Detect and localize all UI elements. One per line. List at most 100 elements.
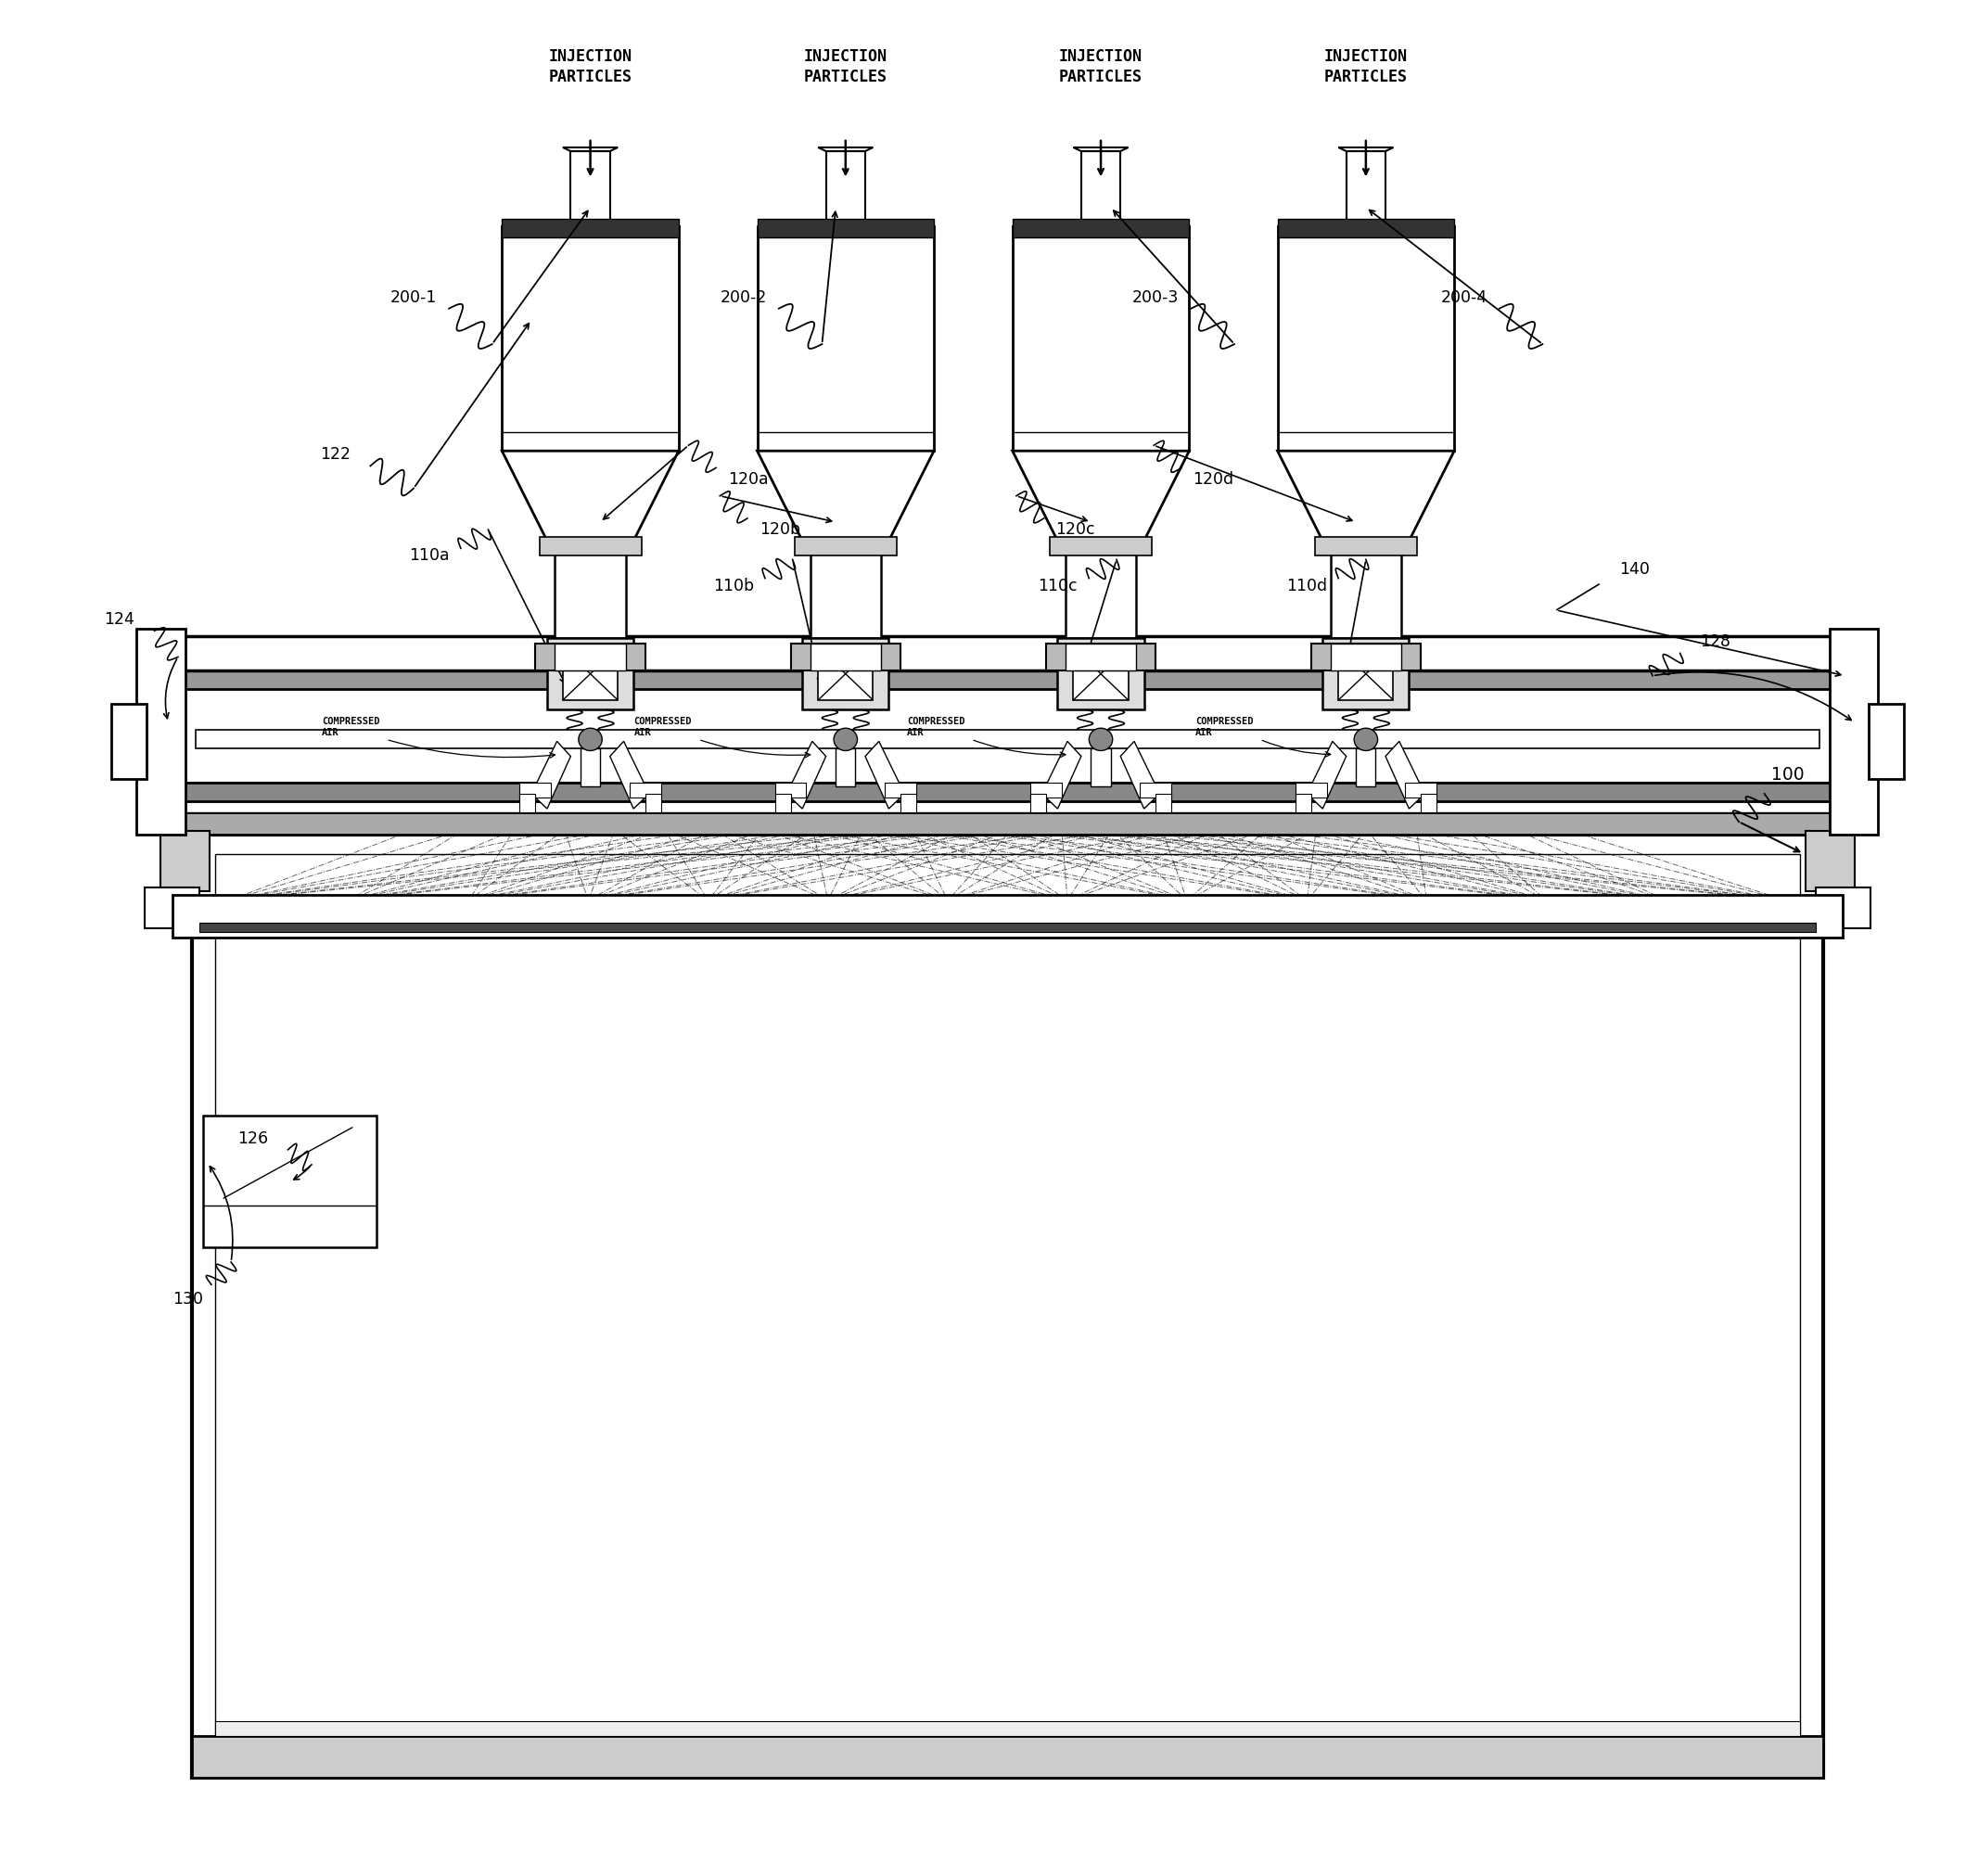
Bar — [501, 219, 678, 238]
Bar — [539, 537, 641, 555]
Bar — [1156, 794, 1172, 812]
Bar — [826, 152, 865, 223]
Text: INJECTION
PARTICLES: INJECTION PARTICLES — [804, 49, 887, 86]
Text: COMPRESSED
AIR: COMPRESSED AIR — [1195, 717, 1254, 737]
Bar — [580, 749, 600, 786]
Text: 200-3: 200-3 — [1132, 289, 1180, 306]
Text: COMPRESSED
AIR: COMPRESSED AIR — [322, 717, 379, 737]
Bar — [757, 219, 934, 238]
Bar — [1296, 794, 1311, 812]
Polygon shape — [1386, 741, 1425, 809]
Bar — [1347, 152, 1386, 223]
Bar — [1315, 537, 1417, 555]
Bar — [1331, 540, 1402, 638]
Polygon shape — [609, 741, 649, 809]
Bar — [885, 782, 916, 797]
Bar — [794, 537, 896, 555]
Bar — [1278, 227, 1455, 450]
Text: 120b: 120b — [759, 522, 800, 538]
Text: 110a: 110a — [409, 548, 450, 565]
Bar — [1278, 219, 1455, 238]
Bar — [1140, 782, 1172, 797]
Bar — [1815, 887, 1870, 929]
Text: 128: 128 — [1701, 634, 1730, 651]
Bar — [1091, 749, 1111, 786]
Polygon shape — [818, 148, 873, 152]
Polygon shape — [1012, 450, 1189, 540]
Bar — [1058, 638, 1144, 709]
Bar — [554, 643, 625, 670]
Bar — [570, 152, 609, 223]
Bar — [181, 688, 1834, 782]
Bar — [193, 1735, 1822, 1777]
Bar — [181, 636, 1834, 670]
Bar — [145, 887, 201, 929]
Text: INJECTION
PARTICLES: INJECTION PARTICLES — [1325, 49, 1408, 86]
Text: 200-2: 200-2 — [720, 289, 767, 306]
Polygon shape — [865, 741, 904, 809]
Bar — [836, 749, 855, 786]
Bar — [1828, 628, 1878, 835]
Circle shape — [834, 728, 857, 750]
Bar — [1311, 643, 1421, 670]
Circle shape — [1089, 728, 1113, 750]
Bar — [757, 227, 934, 450]
Text: 110c: 110c — [1038, 578, 1077, 595]
Bar — [519, 782, 550, 797]
Bar — [1339, 647, 1394, 700]
Bar — [1421, 794, 1437, 812]
Bar — [790, 643, 900, 670]
Bar — [1805, 831, 1854, 891]
Bar — [810, 540, 881, 638]
Polygon shape — [562, 148, 617, 152]
Bar — [1012, 227, 1189, 450]
Bar — [1868, 704, 1903, 779]
Bar — [216, 1720, 1799, 1735]
Text: 100: 100 — [1771, 765, 1805, 784]
Bar — [547, 638, 633, 709]
Bar — [810, 643, 881, 670]
Polygon shape — [757, 450, 934, 540]
Text: 122: 122 — [320, 446, 350, 463]
Bar — [562, 647, 617, 700]
Text: 200-4: 200-4 — [1441, 289, 1488, 306]
Text: INJECTION
PARTICLES: INJECTION PARTICLES — [1060, 49, 1142, 86]
Bar — [1046, 643, 1156, 670]
Bar — [181, 812, 1834, 835]
Bar — [645, 794, 661, 812]
Bar — [1030, 794, 1046, 812]
Bar — [161, 831, 210, 891]
Bar — [1073, 647, 1128, 700]
Bar — [1066, 540, 1136, 638]
Text: 110b: 110b — [714, 578, 755, 595]
Bar — [201, 897, 1815, 919]
Bar — [201, 923, 1815, 932]
Bar — [1331, 643, 1402, 670]
Bar — [1296, 782, 1327, 797]
Bar — [629, 782, 661, 797]
Bar — [775, 794, 790, 812]
Polygon shape — [1278, 450, 1455, 540]
Bar — [1066, 643, 1136, 670]
Bar — [204, 1116, 376, 1248]
Circle shape — [1355, 728, 1378, 750]
Bar — [535, 643, 645, 670]
Circle shape — [578, 728, 602, 750]
Bar — [173, 895, 1842, 938]
Polygon shape — [1307, 741, 1347, 809]
Bar — [138, 628, 187, 835]
Bar — [1030, 782, 1062, 797]
Text: 124: 124 — [104, 612, 134, 628]
Bar — [181, 782, 1834, 801]
Bar — [1406, 782, 1437, 797]
Text: 140: 140 — [1620, 561, 1649, 578]
Text: 120d: 120d — [1193, 471, 1235, 488]
Text: INJECTION
PARTICLES: INJECTION PARTICLES — [549, 49, 631, 86]
Bar — [1050, 537, 1152, 555]
Bar — [802, 638, 889, 709]
Bar — [1357, 749, 1376, 786]
Polygon shape — [531, 741, 570, 809]
Bar — [1012, 219, 1189, 238]
Bar — [818, 647, 873, 700]
Bar — [112, 704, 147, 779]
